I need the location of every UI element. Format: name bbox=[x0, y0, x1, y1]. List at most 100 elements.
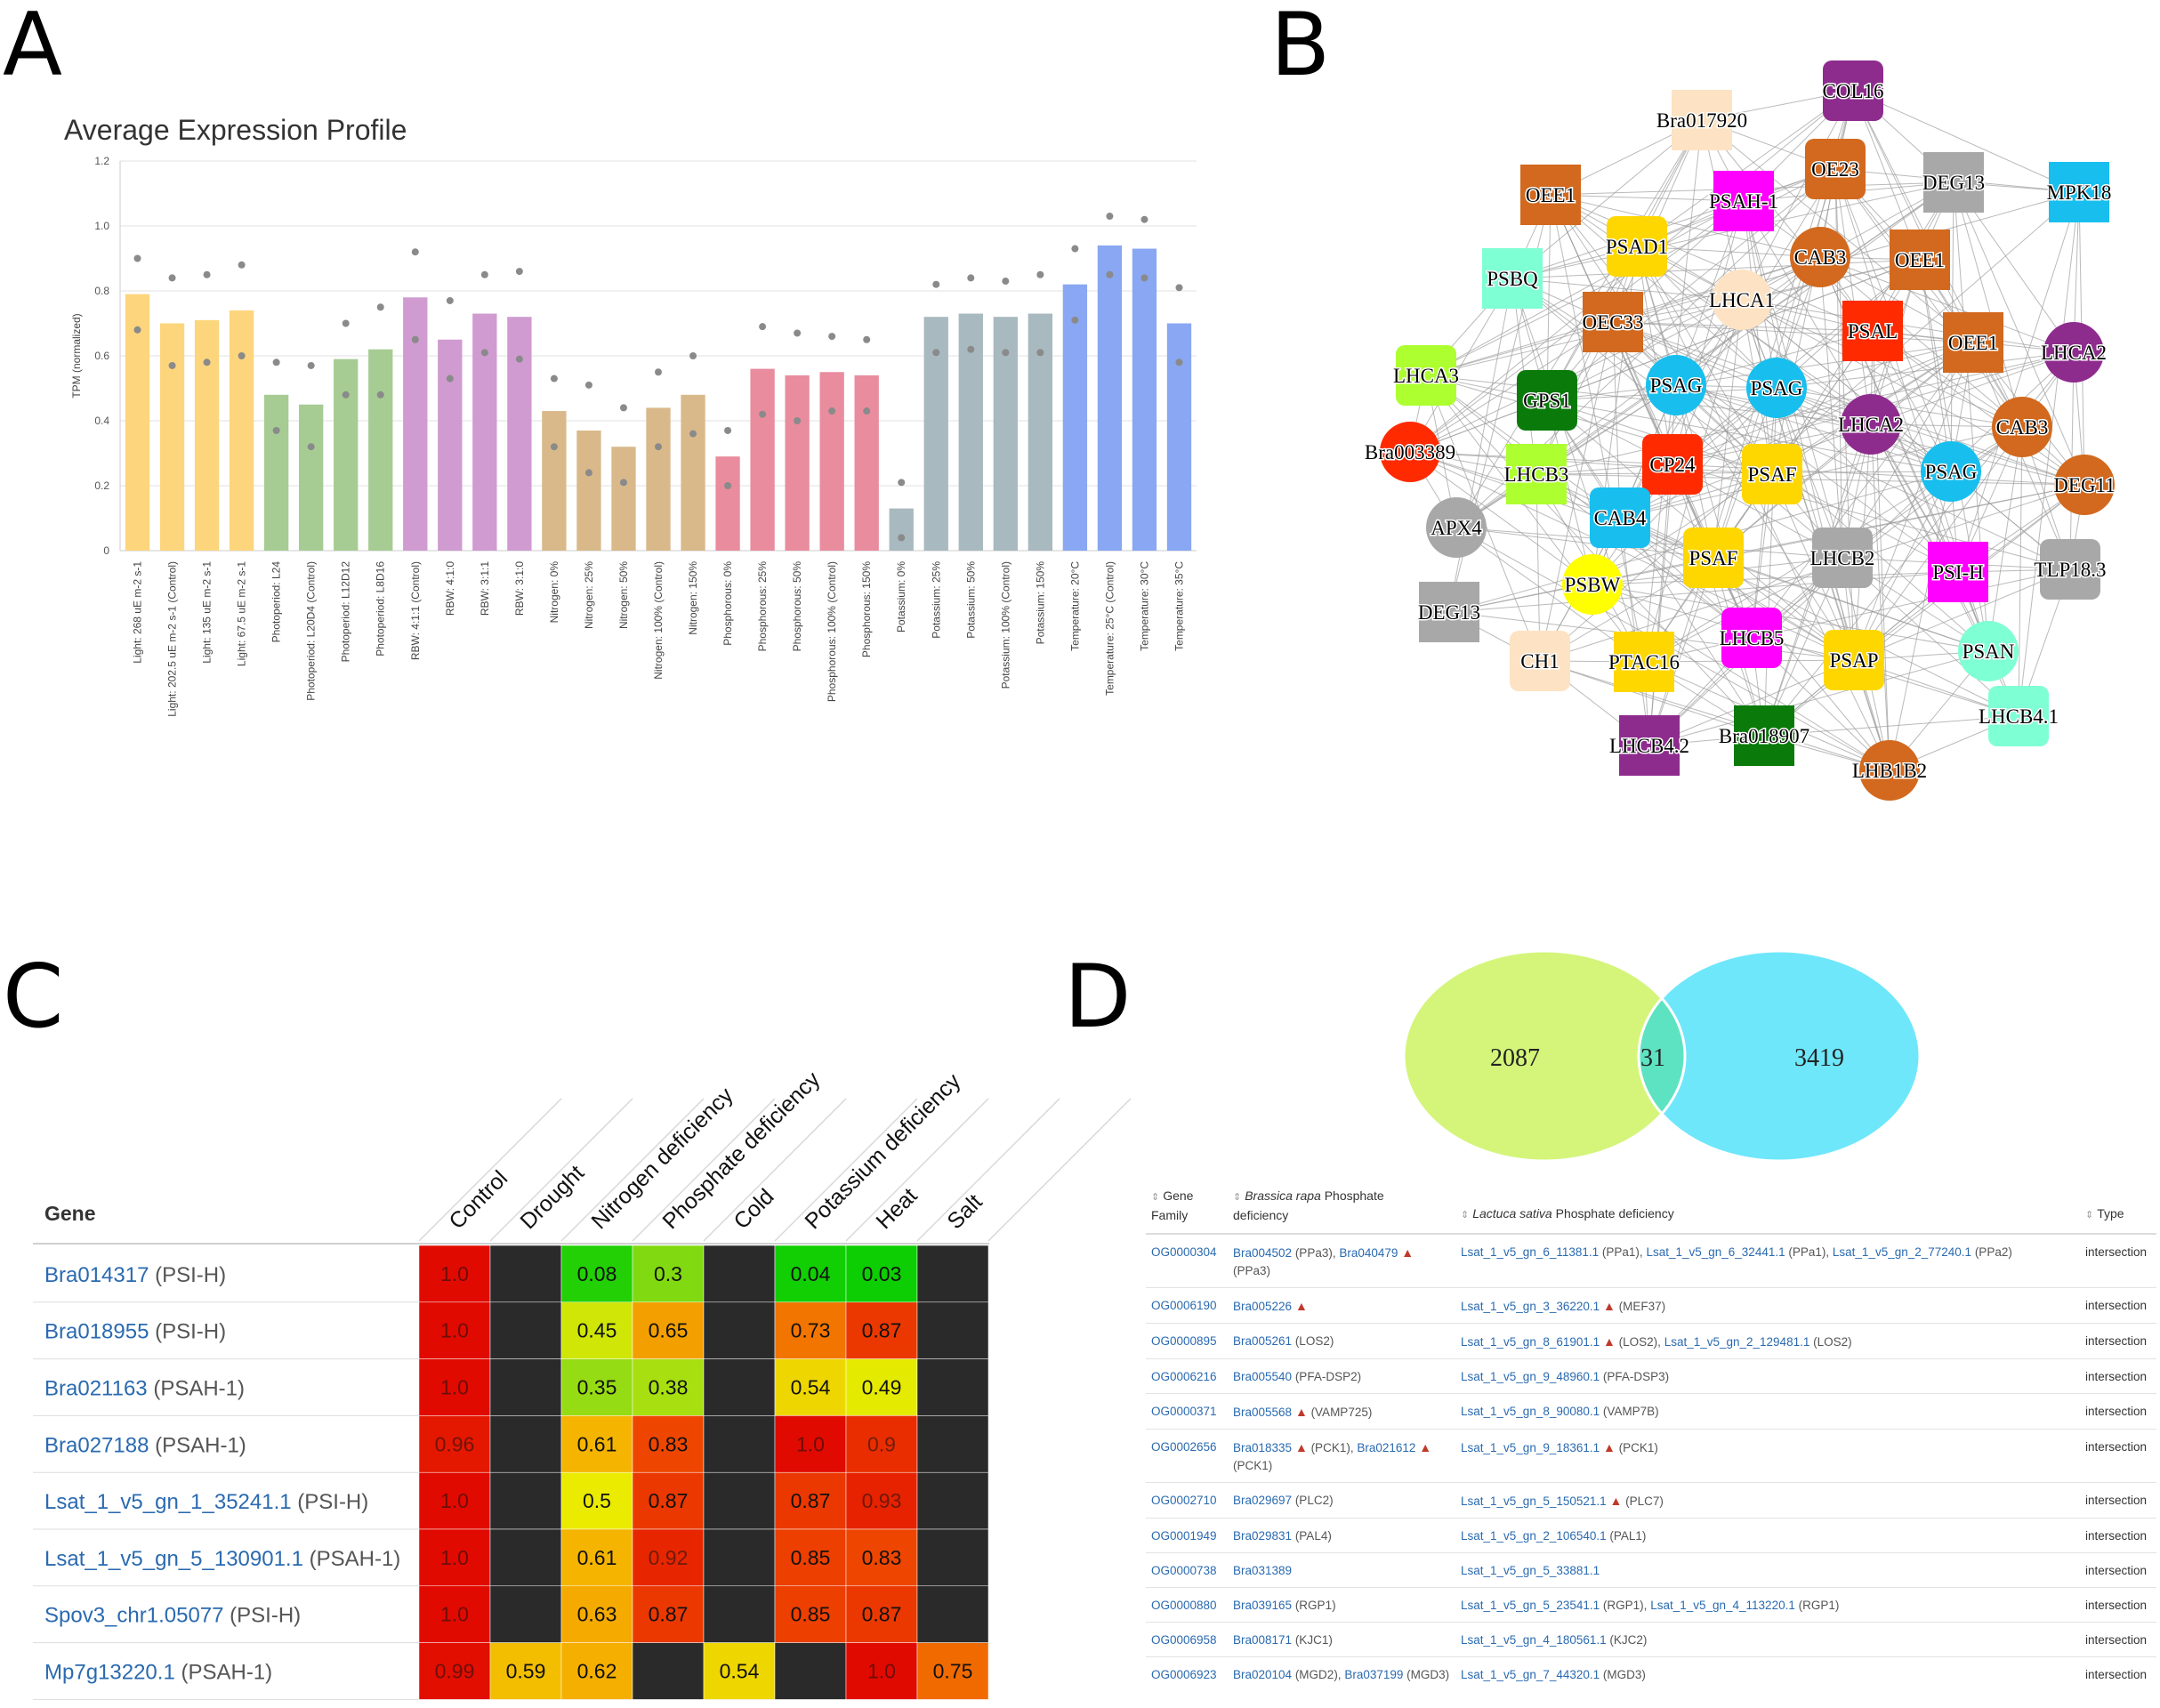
network-node[interactable]: OEE1 bbox=[1943, 312, 2003, 373]
network-node[interactable]: PSAD1 bbox=[1604, 216, 1670, 277]
gene-link[interactable]: Bra027188 (PSAH-1) bbox=[44, 1433, 246, 1457]
network-node[interactable]: LHCB3 bbox=[1503, 444, 1570, 504]
network-node[interactable]: APX4 bbox=[1426, 497, 1487, 558]
network-node[interactable]: PTAC16 bbox=[1608, 632, 1680, 692]
network-node[interactable]: LHCA2 bbox=[2039, 322, 2108, 383]
gene-link[interactable]: Lsat_1_v5_gn_8_61901.1 bbox=[1461, 1335, 1600, 1349]
network-node[interactable]: PSAF bbox=[1742, 444, 1802, 504]
gene-family-link[interactable]: OG0006190 bbox=[1151, 1299, 1217, 1312]
network-node[interactable]: TLP18.3 bbox=[2033, 539, 2108, 600]
network-node[interactable]: Bra017920 bbox=[1655, 90, 1749, 150]
gene-link[interactable]: Bra020104 bbox=[1233, 1668, 1293, 1681]
network-node[interactable]: PSAH-1 bbox=[1708, 171, 1779, 231]
gene-link[interactable]: Bra029697 bbox=[1233, 1494, 1293, 1507]
gene-link[interactable]: Lsat_1_v5_gn_5_150521.1 bbox=[1461, 1494, 1607, 1508]
network-node[interactable]: LHCB2 bbox=[1809, 528, 1876, 588]
gene-family-link[interactable]: OG0006216 bbox=[1151, 1370, 1217, 1383]
gene-family-link[interactable]: OG0002710 bbox=[1151, 1494, 1217, 1507]
network-node[interactable]: LHCA3 bbox=[1391, 345, 1461, 406]
gene-id[interactable]: Mp7g13220.1 bbox=[44, 1661, 175, 1685]
network-node[interactable]: LHCB5 bbox=[1718, 608, 1785, 668]
gene-id[interactable]: Bra027188 bbox=[44, 1433, 149, 1457]
network-node[interactable]: PSAF bbox=[1683, 528, 1744, 588]
network-node[interactable]: LHCA1 bbox=[1707, 270, 1777, 330]
gene-link[interactable]: Bra018955 (PSI-H) bbox=[44, 1320, 226, 1344]
gene-link[interactable]: Lsat_1_v5_gn_4_180561.1 bbox=[1461, 1633, 1607, 1647]
gene-link[interactable]: Bra005568 bbox=[1233, 1406, 1293, 1419]
sort-icon[interactable]: ⇕ bbox=[1151, 1192, 1160, 1203]
col-header-gene-family[interactable]: ⇕ Gene Family bbox=[1146, 1181, 1228, 1235]
gene-link[interactable]: Lsat_1_v5_gn_4_113220.1 bbox=[1650, 1599, 1795, 1612]
network-node[interactable]: LHCB4.1 bbox=[1977, 686, 2060, 746]
network-node[interactable]: PSAP bbox=[1824, 630, 1884, 690]
network-node[interactable]: COL16 bbox=[1821, 60, 1885, 121]
gene-family-link[interactable]: OG0000880 bbox=[1151, 1599, 1217, 1612]
gene-link[interactable]: Lsat_1_v5_gn_2_129481.1 bbox=[1664, 1335, 1810, 1349]
gene-link[interactable]: Bra008171 bbox=[1233, 1633, 1293, 1647]
gene-link[interactable]: Lsat_1_v5_gn_8_90080.1 bbox=[1461, 1405, 1600, 1418]
col-header-lactuca[interactable]: ⇕ Lactuca sativa Phosphate deficiency bbox=[1455, 1181, 2080, 1235]
gene-id[interactable]: Bra021163 bbox=[44, 1377, 148, 1401]
col-header-brassica[interactable]: ⇕ Brassica rapa Phosphate deficiency bbox=[1228, 1181, 1455, 1235]
network-node[interactable]: DEG11 bbox=[2052, 455, 2116, 515]
gene-link[interactable]: Lsat_1_v5_gn_2_77240.1 bbox=[1832, 1245, 1972, 1259]
network-node[interactable]: LHCA2 bbox=[1836, 394, 1906, 455]
gene-link[interactable]: Lsat_1_v5_gn_5_130901.1 (PSAH-1) bbox=[44, 1547, 400, 1571]
gene-family-link[interactable]: OG0006923 bbox=[1151, 1668, 1217, 1681]
sort-icon[interactable]: ⇕ bbox=[2085, 1210, 2094, 1221]
col-header-type[interactable]: ⇕ Type bbox=[2080, 1181, 2156, 1235]
gene-family-link[interactable]: OG0002656 bbox=[1151, 1440, 1217, 1454]
network-node[interactable]: Bra003389 bbox=[1363, 422, 1457, 482]
network-node[interactable]: CAB3 bbox=[1992, 397, 2052, 457]
network-node[interactable]: PSAG bbox=[1921, 441, 1981, 502]
gene-link[interactable]: Bra031389 bbox=[1233, 1564, 1293, 1577]
network-node[interactable]: PSAN bbox=[1958, 621, 2019, 681]
network-node[interactable]: OEE1 bbox=[1890, 230, 1950, 290]
network-node[interactable]: CP24 bbox=[1642, 434, 1703, 495]
gene-id[interactable]: Lsat_1_v5_gn_5_130901.1 bbox=[44, 1547, 303, 1571]
gene-id[interactable]: Spov3_chr1.05077 bbox=[44, 1604, 224, 1628]
gene-link[interactable]: Bra021612 bbox=[1357, 1441, 1416, 1454]
gene-link[interactable]: Bra029831 bbox=[1233, 1529, 1293, 1543]
gene-link[interactable]: Bra021163 (PSAH-1) bbox=[44, 1377, 245, 1401]
gene-family-link[interactable]: OG0000371 bbox=[1151, 1405, 1217, 1418]
network-node[interactable]: DEG13 bbox=[1921, 152, 1987, 213]
network-node[interactable]: PSBQ bbox=[1482, 248, 1543, 309]
gene-link[interactable]: Bra018335 bbox=[1233, 1441, 1293, 1454]
sort-icon[interactable]: ⇕ bbox=[1461, 1210, 1470, 1221]
gene-family-link[interactable]: OG0000738 bbox=[1151, 1564, 1217, 1577]
gene-link[interactable]: Lsat_1_v5_gn_2_106540.1 bbox=[1461, 1529, 1607, 1543]
gene-family-link[interactable]: OG0001949 bbox=[1151, 1529, 1217, 1543]
gene-link[interactable]: Bra039165 bbox=[1233, 1599, 1293, 1612]
gene-link[interactable]: Spov3_chr1.05077 (PSI-H) bbox=[44, 1604, 301, 1628]
network-node[interactable]: OE23 bbox=[1805, 139, 1866, 199]
network-node[interactable]: PSI-H bbox=[1928, 542, 1988, 602]
gene-family-link[interactable]: OG0000304 bbox=[1151, 1245, 1217, 1259]
gene-id[interactable]: Bra014317 bbox=[44, 1263, 149, 1287]
network-node[interactable]: OEC33 bbox=[1581, 292, 1645, 352]
network-node[interactable]: LHCB4.2 bbox=[1608, 715, 1691, 776]
network-node[interactable]: PSAG bbox=[1746, 358, 1807, 418]
network-node[interactable]: MPK18 bbox=[2045, 162, 2113, 222]
network-node[interactable]: OEE1 bbox=[1520, 165, 1581, 225]
gene-link[interactable]: Lsat_1_v5_gn_6_11381.1 bbox=[1461, 1245, 1600, 1259]
gene-link[interactable]: Bra004502 bbox=[1233, 1246, 1293, 1260]
gene-link[interactable]: Lsat_1_v5_gn_3_36220.1 bbox=[1461, 1300, 1600, 1313]
gene-family-link[interactable]: OG0006958 bbox=[1151, 1633, 1217, 1647]
gene-link[interactable]: Bra005226 bbox=[1233, 1300, 1293, 1313]
gene-link[interactable]: Bra037199 bbox=[1344, 1668, 1404, 1681]
gene-link[interactable]: Mp7g13220.1 (PSAH-1) bbox=[44, 1661, 272, 1685]
network-node[interactable]: Bra018907 bbox=[1717, 705, 1811, 766]
network-node[interactable]: PSBW bbox=[1562, 554, 1623, 615]
gene-link[interactable]: Lsat_1_v5_gn_1_35241.1 (PSI-H) bbox=[44, 1490, 368, 1514]
gene-link[interactable]: Lsat_1_v5_gn_6_32441.1 bbox=[1646, 1245, 1785, 1259]
gene-family-link[interactable]: OG0000895 bbox=[1151, 1334, 1217, 1348]
network-node[interactable]: GPS1 bbox=[1517, 370, 1577, 431]
gene-link[interactable]: Bra040479 bbox=[1339, 1246, 1398, 1260]
gene-link[interactable]: Bra005261 bbox=[1233, 1334, 1293, 1348]
gene-id[interactable]: Bra018955 bbox=[44, 1320, 149, 1344]
network-node[interactable]: CH1 bbox=[1510, 631, 1570, 691]
gene-link[interactable]: Lsat_1_v5_gn_7_44320.1 bbox=[1461, 1668, 1600, 1681]
gene-link[interactable]: Lsat_1_v5_gn_5_23541.1 bbox=[1461, 1599, 1600, 1612]
gene-id[interactable]: Lsat_1_v5_gn_1_35241.1 bbox=[44, 1490, 292, 1514]
